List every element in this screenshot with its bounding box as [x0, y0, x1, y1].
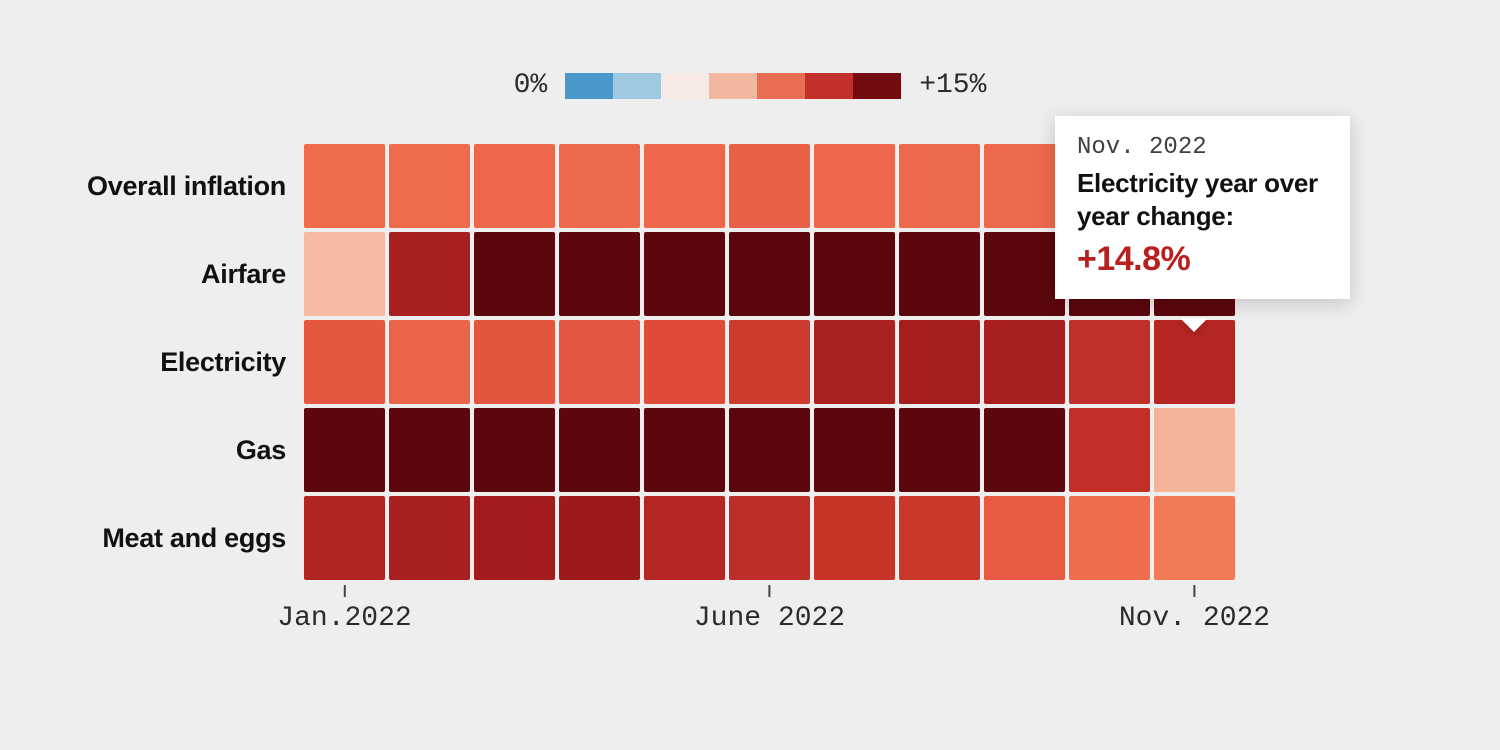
row-label: Electricity	[0, 318, 298, 406]
legend-segment	[805, 73, 853, 99]
heatmap-cell[interactable]	[389, 408, 470, 492]
heatmap-cell[interactable]	[899, 144, 980, 228]
tooltip-caret	[1180, 318, 1208, 332]
inflation-heatmap: 0% +15% Overall inflationAirfareElectric…	[0, 0, 1500, 750]
tick-mark	[1193, 585, 1195, 597]
heatmap-cell[interactable]	[899, 320, 980, 404]
tick-mark	[343, 585, 345, 597]
row-label: Airfare	[0, 230, 298, 318]
row-label: Meat and eggs	[0, 494, 298, 582]
heatmap-cell[interactable]	[984, 144, 1065, 228]
heatmap-cell[interactable]	[729, 408, 810, 492]
heatmap-cell[interactable]	[814, 232, 895, 316]
heatmap-cell[interactable]	[389, 232, 470, 316]
heatmap-cell[interactable]	[304, 408, 385, 492]
heatmap-cell[interactable]	[474, 144, 555, 228]
x-axis-tick: June 2022	[694, 585, 845, 634]
tooltip: Nov. 2022 Electricity year over year cha…	[1055, 116, 1350, 299]
heatmap-cell[interactable]	[899, 408, 980, 492]
tick-label: June 2022	[694, 603, 845, 634]
tick-mark	[768, 585, 770, 597]
heatmap-cell[interactable]	[729, 232, 810, 316]
heatmap-cell[interactable]	[474, 320, 555, 404]
heatmap-cell[interactable]	[814, 320, 895, 404]
row-labels: Overall inflationAirfareElectricityGasMe…	[0, 142, 298, 582]
heatmap-cell[interactable]	[814, 408, 895, 492]
heatmap-row	[302, 406, 1237, 494]
row-label: Gas	[0, 406, 298, 494]
heatmap-cell[interactable]	[729, 144, 810, 228]
heatmap-cell[interactable]	[899, 232, 980, 316]
tooltip-value: +14.8%	[1077, 240, 1328, 279]
heatmap-cell[interactable]	[644, 232, 725, 316]
heatmap-cell[interactable]	[559, 232, 640, 316]
tooltip-label: Electricity year over year change:	[1077, 167, 1328, 232]
heatmap-cell[interactable]	[389, 144, 470, 228]
legend-segment	[613, 73, 661, 99]
heatmap-cell[interactable]	[1069, 320, 1150, 404]
heatmap-cell[interactable]	[304, 496, 385, 580]
heatmap-cell[interactable]	[304, 320, 385, 404]
legend-gradient	[565, 73, 901, 99]
heatmap-cell[interactable]	[984, 320, 1065, 404]
heatmap-cell[interactable]	[1069, 496, 1150, 580]
heatmap-cell[interactable]	[1069, 408, 1150, 492]
heatmap-cell[interactable]	[814, 496, 895, 580]
tick-label: Nov. 2022	[1119, 603, 1270, 634]
heatmap-cell[interactable]	[304, 144, 385, 228]
color-legend: 0% +15%	[0, 70, 1500, 101]
heatmap-cell[interactable]	[814, 144, 895, 228]
heatmap-cell[interactable]	[644, 408, 725, 492]
heatmap-cell[interactable]	[644, 144, 725, 228]
legend-max-label: +15%	[919, 70, 986, 101]
x-axis-tick: Nov. 2022	[1119, 585, 1270, 634]
legend-segment	[709, 73, 757, 99]
heatmap-cell[interactable]	[474, 496, 555, 580]
heatmap-cell[interactable]	[474, 232, 555, 316]
heatmap-cell[interactable]	[1154, 496, 1235, 580]
heatmap-cell[interactable]	[559, 496, 640, 580]
heatmap-cell[interactable]	[559, 320, 640, 404]
legend-min-label: 0%	[514, 70, 548, 101]
x-axis: Jan.2022June 2022Nov. 2022	[302, 585, 1237, 645]
heatmap-row	[302, 318, 1237, 406]
heatmap-cell[interactable]	[729, 320, 810, 404]
row-label: Overall inflation	[0, 142, 298, 230]
heatmap-cell[interactable]	[729, 496, 810, 580]
heatmap-cell[interactable]	[1154, 320, 1235, 404]
legend-segment	[757, 73, 805, 99]
heatmap-cell[interactable]	[1154, 408, 1235, 492]
heatmap-cell[interactable]	[474, 408, 555, 492]
heatmap-cell[interactable]	[984, 496, 1065, 580]
x-axis-tick: Jan.2022	[277, 585, 411, 634]
heatmap-cell[interactable]	[984, 232, 1065, 316]
legend-segment	[853, 73, 901, 99]
heatmap-cell[interactable]	[559, 144, 640, 228]
legend-segment	[565, 73, 613, 99]
heatmap-cell[interactable]	[389, 320, 470, 404]
heatmap-cell[interactable]	[389, 496, 470, 580]
heatmap-cell[interactable]	[304, 232, 385, 316]
legend-segment	[661, 73, 709, 99]
heatmap-row	[302, 494, 1237, 582]
heatmap-cell[interactable]	[559, 408, 640, 492]
tick-label: Jan.2022	[277, 603, 411, 634]
heatmap-cell[interactable]	[899, 496, 980, 580]
heatmap-cell[interactable]	[644, 496, 725, 580]
heatmap-cell[interactable]	[644, 320, 725, 404]
tooltip-date: Nov. 2022	[1077, 134, 1328, 161]
heatmap-cell[interactable]	[984, 408, 1065, 492]
